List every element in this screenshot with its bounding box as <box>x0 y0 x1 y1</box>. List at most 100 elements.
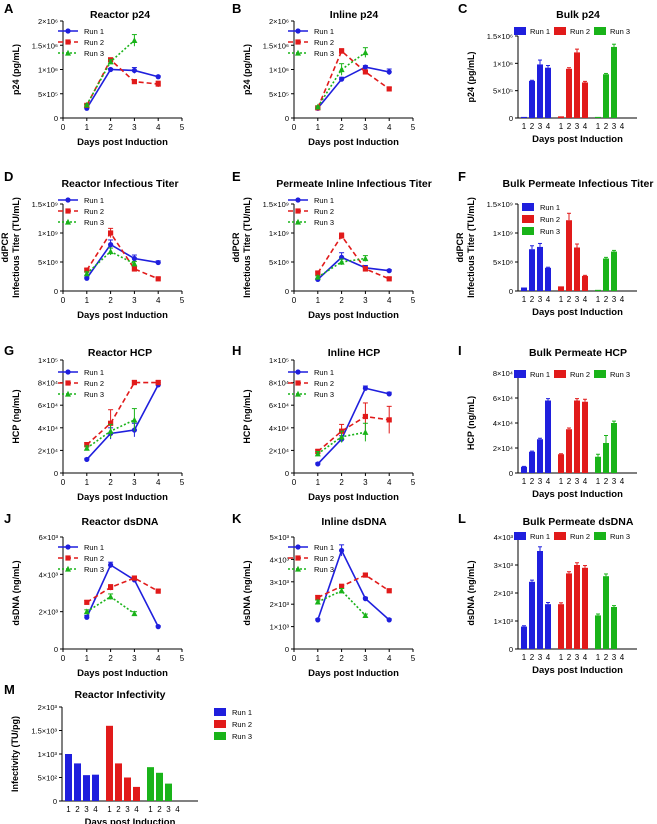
x-tick-label: 0 <box>292 478 297 487</box>
panel-i: I Bulk Permeate HCP HCP (ng/mL) 0 2×10⁴ 4×10⁴… <box>458 343 637 500</box>
panel-g: G Reactor HCP HCP (ng/mL) 0 2×10⁴ 4×10⁴ 6×10⁴ 8… <box>4 343 185 503</box>
panel-d: D Reactor Infectious Titer Infectious Tite… <box>0 169 185 321</box>
x-tick-label: 3 <box>538 122 543 131</box>
y-tick-label: 0 <box>509 469 513 478</box>
bar <box>545 400 551 473</box>
legend-swatch <box>514 27 526 35</box>
data-point <box>108 584 114 590</box>
x-tick-label: 4 <box>620 122 625 131</box>
bar <box>603 74 609 118</box>
x-tick-label: 1 <box>66 805 71 814</box>
x-tick-label: 5 <box>180 478 185 487</box>
panel-letter: I <box>458 343 462 358</box>
chart-title: Reactor Infectious Titer <box>61 178 178 190</box>
legend-marker <box>295 544 301 550</box>
legend-label: Run 1 <box>314 196 334 205</box>
x-tick-label: 2 <box>567 477 572 486</box>
bar <box>611 251 617 291</box>
x-tick-label: 3 <box>166 805 171 814</box>
bar <box>558 286 564 291</box>
bar <box>595 456 601 473</box>
series-line-1 <box>86 384 159 460</box>
y-tick-label: 2×10⁴ <box>38 446 58 455</box>
x-tick-label: 1 <box>85 654 90 663</box>
x-tick-label: 1 <box>522 477 527 486</box>
y-tick-label: 4×10³ <box>494 533 514 542</box>
x-tick-label: 1 <box>85 123 90 132</box>
y-tick-label: 1.5×10³ <box>31 727 57 736</box>
bar <box>74 763 81 801</box>
data-point <box>339 76 345 82</box>
series-line-2 <box>317 49 390 109</box>
chart-title: Inline HCP <box>328 347 381 359</box>
legend-swatch <box>594 370 606 378</box>
data-point <box>339 583 345 589</box>
bar <box>595 615 601 649</box>
y-tick-label: 0 <box>54 645 58 654</box>
bar <box>65 754 72 801</box>
legend-label: Run 2 <box>84 207 104 216</box>
bar <box>566 429 572 473</box>
legend-label: Run 3 <box>314 390 334 399</box>
panel-letter: H <box>232 343 241 358</box>
x-tick-label: 2 <box>108 296 113 305</box>
y-tick-label: 0 <box>54 469 58 478</box>
x-tick-label: 3 <box>363 478 368 487</box>
data-point <box>108 242 114 248</box>
chart-title: Reactor p24 <box>90 9 150 21</box>
bar <box>603 576 609 649</box>
legend-label: Run 3 <box>610 27 630 36</box>
panel-m: M Reactor Infectivity Infectivity (TU/pg) 0… <box>4 682 252 824</box>
y-tick-label: 5×10² <box>38 774 58 783</box>
legend-marker <box>295 197 301 203</box>
data-point <box>108 420 114 426</box>
data-point <box>84 599 90 605</box>
legend-swatch <box>554 27 566 35</box>
x-tick-label: 4 <box>134 805 139 814</box>
series-line-1 <box>317 387 390 465</box>
y-tick-label: 0 <box>285 469 289 478</box>
legend-label: Run 2 <box>84 38 104 47</box>
x-tick-label: 1 <box>596 295 601 304</box>
y-tick-label: 1.5×10⁶ <box>32 41 58 50</box>
x-tick-label: 3 <box>575 477 580 486</box>
chart-title: Permeate Inline Infectious Titer <box>276 178 432 190</box>
x-tick-label: 0 <box>61 478 66 487</box>
x-tick-label: 2 <box>604 653 609 662</box>
y-tick-label: 1×10⁵ <box>269 356 289 365</box>
panel-letter: F <box>458 169 466 184</box>
data-point <box>362 385 368 391</box>
x-tick-label: 5 <box>411 296 416 305</box>
legend-label: Run 1 <box>84 368 104 377</box>
x-tick-label: 3 <box>363 296 368 305</box>
data-point <box>131 79 137 85</box>
legend-label: Run 2 <box>314 38 334 47</box>
series-line-2 <box>317 574 390 599</box>
data-point <box>338 258 345 265</box>
panel-b: B Inline p24 p24 (pg/mL) 0 5×10⁵ 1×10⁶ 1.5×10⁶… <box>232 1 416 148</box>
legend-label: Run 1 <box>232 708 252 717</box>
legend-label: Run 3 <box>84 390 104 399</box>
y-tick-label: 4×10⁴ <box>493 419 513 428</box>
data-point <box>362 266 368 272</box>
bar <box>529 249 535 291</box>
data-point <box>386 417 392 423</box>
y-tick-label: 2×10⁴ <box>269 446 289 455</box>
legend-marker <box>295 39 301 45</box>
y-tick-label: 5×10⁵ <box>269 90 289 99</box>
x-tick-label: 3 <box>612 295 617 304</box>
x-tick-label: 1 <box>522 295 527 304</box>
legend-label: Run 3 <box>232 732 252 741</box>
legend-label: Run 2 <box>84 554 104 563</box>
bar <box>537 439 543 473</box>
y-axis-label-top: ddPCR <box>231 232 241 262</box>
y-tick-label: 8×10⁴ <box>269 379 289 388</box>
x-tick-label: 1 <box>559 122 564 131</box>
x-tick-label: 1 <box>596 477 601 486</box>
bar <box>521 287 527 291</box>
y-tick-label: 1×10⁶ <box>269 66 289 75</box>
x-tick-label: 4 <box>387 123 392 132</box>
x-axis-label: Days post Induction <box>308 492 399 503</box>
legend-label: Run 1 <box>530 532 550 541</box>
panel-l: L Bulk Permeate dsDNA dsDNA (ng/mL) 0 1×10³ 2… <box>458 511 637 676</box>
